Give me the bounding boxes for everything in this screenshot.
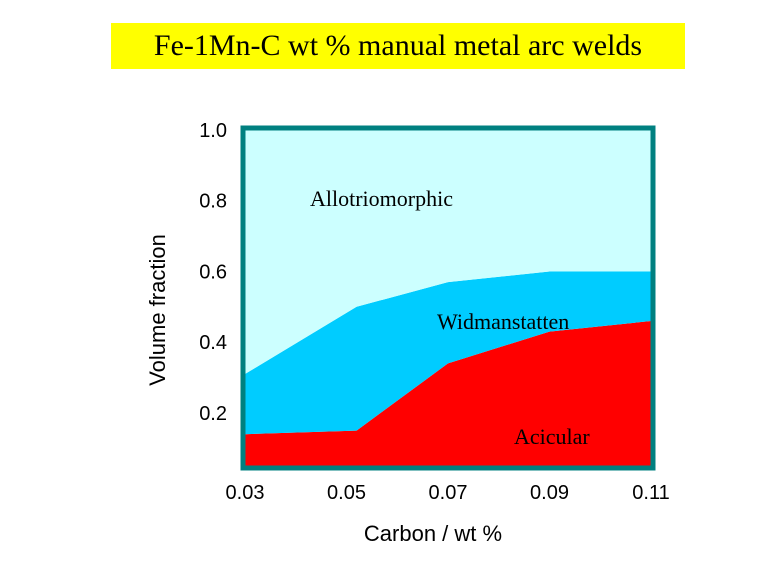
x-axis-label: Carbon / wt % [364,521,502,546]
y-tick-label: 0.6 [199,261,227,283]
x-tick-label: 0.03 [226,482,265,504]
y-tick-label: 0.8 [199,191,227,213]
region-labels: Acicular Widmanstatten Allotriomorphic [310,186,590,449]
area-allotriomorphic [245,130,651,374]
plot-areas [245,130,651,466]
x-tick-label: 0.09 [530,482,569,504]
x-axis-ticks: 0.03 0.05 0.07 0.09 0.11 [226,482,670,504]
region-label-acicular: Acicular [514,424,590,449]
chart-title: Fe-1Mn-C wt % manual metal arc welds [111,23,685,69]
y-tick-label: 0.2 [199,403,227,425]
x-tick-label: 0.11 [632,482,669,504]
y-axis-ticks: 0.2 0.4 0.6 0.8 1.0 [199,120,227,425]
y-axis-label: Volume fraction [145,234,170,386]
area-widmanstatten [245,271,651,435]
plot-frame [240,125,656,471]
region-label-allotriomorphic: Allotriomorphic [310,186,453,211]
y-tick-label: 0.4 [199,332,227,354]
area-acicular [245,321,651,466]
x-tick-label: 0.07 [429,482,468,504]
region-label-widmanstatten: Widmanstatten [437,309,569,334]
x-tick-label: 0.05 [327,482,366,504]
y-tick-label: 1.0 [199,120,227,142]
